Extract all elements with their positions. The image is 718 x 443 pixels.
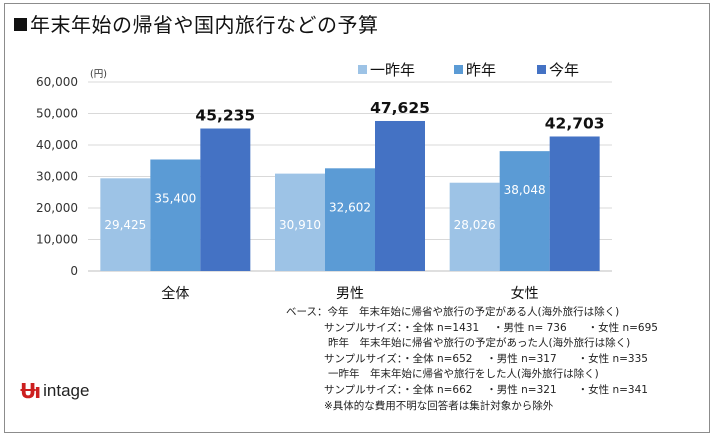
note-line: 一昨年 年末年始に帰省や旅行をした人(海外旅行は除く) [328,368,599,381]
bar [325,168,375,271]
data-label: 28,026 [454,218,496,232]
bar [100,178,151,271]
bar [150,159,201,271]
y-tick-label: 50,000 [36,107,78,121]
legend-swatch [358,65,367,74]
notes-block: ベース：今年 年末年始に帰省や旅行の予定がある人(海外旅行は除く) サンプルサイ… [286,305,658,414]
y-unit-label: (円) [90,69,107,80]
note-line: サンプルサイズ：・全体 n=662 ・男性 n=321 ・女性 n=341 [324,383,648,396]
bar [549,136,600,271]
bar [200,128,251,271]
bar [449,182,500,271]
intage-logo: Ʉı intage [20,379,89,403]
data-label: 45,235 [195,107,255,125]
title-square-icon [14,18,27,31]
chart-title: 年末年始の帰省や国内旅行などの予算 [14,9,379,38]
legend-swatch [537,65,546,74]
note-line: ※具体的な費用不明な回答者は集計対象から除外 [324,399,554,412]
y-tick-label: 40,000 [36,138,78,152]
data-label: 42,703 [545,114,605,132]
note-line: ベース：今年 年末年始に帰省や旅行の予定がある人(海外旅行は除く) [286,306,620,318]
legend-label: 一昨年 [370,61,415,79]
y-tick-label: 60,000 [36,75,78,89]
note-line: サンプルサイズ：・全体 n=652 ・男性 n=317 ・女性 n=335 [324,352,648,365]
y-tick-label: 10,000 [36,233,78,247]
note-line: サンプルサイズ：・全体 n=1431 ・男性 n= 736 ・女性 n=695 [324,321,658,334]
data-label: 35,400 [154,191,196,205]
y-tick-label: 30,000 [36,170,78,184]
data-label: 38,048 [504,183,546,197]
x-tick-label: 全体 [161,285,189,302]
intage-logo-word: intage [43,381,90,400]
data-label: 29,425 [104,218,146,232]
bar [499,151,550,271]
chart-title-text: 年末年始の帰省や国内旅行などの予算 [30,13,379,37]
bar [375,120,425,271]
data-label: 47,625 [370,99,430,117]
legend-swatch [454,65,463,74]
legend-label: 昨年 [466,61,496,79]
intage-logo-icon: Ʉı [20,379,41,403]
bar [275,173,325,271]
data-label: 30,910 [279,218,321,232]
y-tick-label: 20,000 [36,201,78,215]
note-line: 昨年 年末年始に帰省や旅行の予定があった人(海外旅行は除く) [328,337,631,350]
y-tick-label: 0 [70,264,78,278]
data-label: 32,602 [329,200,371,214]
legend-label: 今年 [549,61,579,79]
x-tick-label: 女性 [511,285,539,302]
x-tick-label: 男性 [336,286,364,302]
